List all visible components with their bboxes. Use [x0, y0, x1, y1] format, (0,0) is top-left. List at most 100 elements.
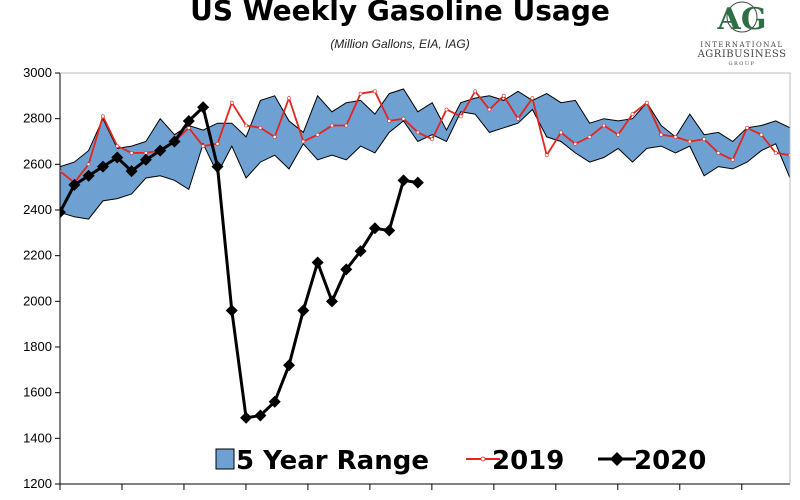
range-band: [60, 89, 790, 220]
legend-label-range: 5 Year Range: [236, 446, 429, 476]
series-2019-point: [473, 89, 478, 94]
y-tick-label: 2400: [23, 202, 52, 217]
series-2019-point: [115, 144, 120, 149]
series-2019-point: [544, 153, 549, 158]
series-2019-point: [630, 112, 635, 117]
legend-marker-2019: [480, 456, 486, 462]
series-2020-point: [397, 174, 410, 187]
y-tick-label: 1600: [23, 385, 52, 400]
series-2019-point: [573, 141, 578, 146]
legend-label-2019: 2019: [492, 446, 564, 476]
series-2020-point: [240, 411, 253, 424]
logo-line2: AGRIBUSINESS: [697, 49, 787, 60]
series-2020-point: [325, 295, 338, 308]
series-2019-point: [458, 114, 463, 119]
series-2020-point: [311, 256, 324, 269]
series-2019-point: [315, 132, 320, 137]
series-2019-point: [745, 125, 750, 130]
series-2019-point: [501, 93, 506, 98]
series-2019-point: [602, 123, 606, 128]
series-2019-point: [215, 141, 220, 146]
series-2019-point: [673, 134, 678, 139]
y-tick-label: 1200: [23, 476, 52, 491]
series-2020-point: [340, 263, 353, 276]
series-2020-point: [182, 114, 195, 127]
plot-area: [60, 88, 790, 424]
series-2019-point: [444, 107, 449, 112]
series-2019-point: [702, 137, 707, 142]
series-2019-point: [358, 91, 363, 96]
y-tick-label: 2200: [23, 248, 52, 263]
series-2020-point: [168, 135, 181, 148]
series-2019-point: [487, 107, 492, 112]
legend-swatch-range: [215, 448, 235, 470]
series-2019-line: [60, 89, 790, 184]
legend-label-2020: 2020: [634, 446, 706, 476]
series-2020-point: [225, 304, 238, 317]
series-2019-point: [86, 162, 91, 167]
series-2020-point: [297, 304, 310, 317]
series-2019-point: [616, 132, 621, 137]
series-2020-point: [383, 224, 396, 237]
series-2019-point: [287, 96, 291, 101]
y-tick-label: 2800: [23, 111, 52, 126]
series-2019-point: [229, 100, 234, 105]
series-2019-point: [244, 123, 249, 128]
series-2019-point: [415, 130, 420, 135]
y-tick-label: 1800: [23, 339, 52, 354]
series-2020-point: [154, 144, 167, 157]
legend: 5 Year Range 2019 2020: [215, 446, 706, 476]
range-lower-line: [60, 108, 790, 220]
chart-title: US Weekly Gasoline Usage: [190, 0, 610, 27]
series-2019-point: [430, 137, 435, 142]
series-2019-point: [258, 125, 263, 130]
series-2019-point: [129, 150, 134, 155]
series-2020-point: [82, 169, 95, 182]
y-tick-label: 2000: [23, 293, 52, 308]
series-2019-point: [387, 119, 392, 123]
y-tick-label: 3000: [23, 65, 52, 80]
series-2019-point: [559, 130, 563, 135]
series-2020-point: [268, 395, 281, 408]
series-2019-point: [330, 123, 334, 128]
series-2019-point: [659, 132, 664, 137]
series-2019-point: [372, 89, 377, 94]
iag-logo: AG INTERNATIONAL AGRIBUSINESS GROUP: [688, 0, 796, 68]
series-2020-point: [125, 165, 138, 178]
series-2020-point: [254, 409, 267, 422]
series-2019-point: [716, 150, 721, 155]
series-2020-point: [60, 206, 66, 219]
logo-letters: AG: [717, 2, 767, 37]
series-2019-point: [344, 123, 349, 128]
y-tick-label: 2600: [23, 156, 52, 171]
series-2019-point: [301, 139, 306, 144]
series-2019-point: [645, 100, 649, 105]
series-2019-point: [759, 132, 764, 137]
series-2020-point: [211, 160, 224, 173]
series-2020-point: [283, 359, 296, 372]
series-2019-point: [687, 139, 692, 144]
series-2019-point: [773, 150, 778, 155]
series-2020-point: [68, 178, 81, 191]
series-2019-point: [272, 134, 277, 139]
series-2020-point: [139, 153, 152, 166]
series-2020-point: [197, 101, 210, 114]
series-2019-point: [101, 114, 105, 119]
plot-clip-group: [60, 88, 790, 424]
logo-line1: INTERNATIONAL: [700, 41, 783, 49]
legend-marker-2020: [610, 452, 624, 466]
logo-line3: GROUP: [729, 61, 756, 67]
series-2019-point: [530, 96, 535, 101]
chart-subtitle: (Million Gallons, EIA, IAG): [330, 37, 470, 51]
axes: 1200 1400 1600 1800 2000 2200 2400 2600 2800 3000: [23, 65, 791, 491]
series-2020-point: [96, 160, 109, 173]
series-2019-point: [730, 157, 735, 162]
series-2019-point: [516, 116, 520, 121]
series-2020-point: [111, 151, 124, 164]
series-2019-point: [587, 134, 592, 139]
series-2019-point: [401, 116, 406, 121]
series-2020-point: [354, 245, 367, 258]
series-2020-point: [411, 176, 424, 189]
series-2020-point: [368, 222, 381, 235]
